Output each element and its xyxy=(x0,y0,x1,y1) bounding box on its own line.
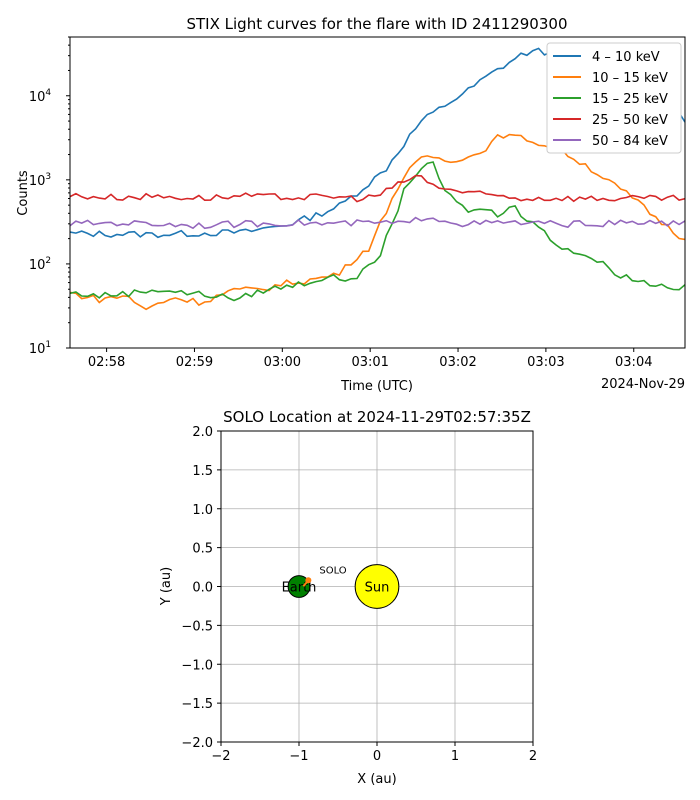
legend-label: 15 – 25 keV xyxy=(592,92,668,107)
y-tick-base: 10 xyxy=(29,174,46,189)
lightcurve-ylabel: Counts xyxy=(16,170,31,216)
y-tick-label: 101 xyxy=(29,340,51,357)
y-tick-label: 104 xyxy=(29,88,52,105)
location-panel: SOLO Location at 2024-11-29T02:57:35Z Su… xyxy=(159,408,537,787)
legend-label: 4 – 10 keV xyxy=(592,50,660,65)
y-tick-label: 2.0 xyxy=(192,425,213,440)
sun-disk xyxy=(354,564,400,609)
x-tick-label: 03:04 xyxy=(615,355,652,370)
legend-box xyxy=(546,42,682,154)
y-tick-label: −2.0 xyxy=(181,736,213,751)
x-tick-label: 03:03 xyxy=(527,355,564,370)
y-tick-exponent: 4 xyxy=(45,88,51,98)
series-line-5 xyxy=(70,216,685,230)
lightcurve-date-label: 2024-Nov-29 xyxy=(601,377,685,392)
legend-label: 50 – 84 keV xyxy=(592,134,668,149)
series-line-3 xyxy=(70,161,685,302)
x-tick-label: 03:00 xyxy=(264,355,301,370)
location-y-ticks: 2.0 1.5 1.0 0.5 0.0 −0.5 −1.0 −1.5 −2.0 xyxy=(181,425,221,751)
location-title: SOLO Location at 2024-11-29T02:57:35Z xyxy=(223,408,531,426)
y-tick-label: −0.5 xyxy=(181,619,213,634)
x-tick-label: −2 xyxy=(211,749,230,764)
x-tick-label: 02:59 xyxy=(176,355,213,370)
lightcurve-xlabel: Time (UTC) xyxy=(340,379,413,394)
legend-label: 10 – 15 keV xyxy=(592,71,668,86)
legend-label: 25 – 50 keV xyxy=(592,113,668,128)
location-x-ticks: −2 −1 0 1 2 xyxy=(211,742,537,764)
y-tick-label: 0.5 xyxy=(192,542,213,557)
lightcurve-title: STIX Light curves for the flare with ID … xyxy=(187,15,568,33)
y-tick-base: 10 xyxy=(29,90,46,105)
x-tick-label: 0 xyxy=(373,749,381,764)
x-tick-label: 2 xyxy=(529,749,537,764)
y-tick-label: 1.5 xyxy=(192,464,213,479)
y-tick-label: −1.5 xyxy=(181,697,213,712)
lightcurve-panel: STIX Light curves for the flare with ID … xyxy=(16,15,686,394)
y-tick-exponent: 2 xyxy=(45,256,51,266)
x-tick-label: 02:58 xyxy=(88,355,125,370)
y-tick-base: 10 xyxy=(29,258,46,273)
y-tick-exponent: 1 xyxy=(45,340,51,350)
location-xlabel: X (au) xyxy=(357,772,396,787)
earth-disk xyxy=(287,575,311,598)
y-tick-label: 1.0 xyxy=(192,503,213,518)
y-tick-label: 0.0 xyxy=(192,581,213,596)
x-tick-label: 03:01 xyxy=(351,355,388,370)
y-tick-label: 102 xyxy=(29,256,51,273)
lightcurve-x-ticks: 02:58 02:59 03:00 03:01 03:02 03:03 03:04 xyxy=(88,348,652,370)
series-line-2 xyxy=(70,133,685,311)
y-tick-base: 10 xyxy=(29,342,46,357)
solo-direction xyxy=(302,579,310,587)
x-tick-label: 03:02 xyxy=(439,355,476,370)
location-ylabel: Y (au) xyxy=(159,567,174,606)
lightcurve-legend: 4 – 10 keV 10 – 15 keV 15 – 25 keV 25 – 50 … xyxy=(546,42,682,154)
x-tick-label: 1 xyxy=(451,749,459,764)
earth-label: Earth xyxy=(282,581,317,596)
series-line-4 xyxy=(70,174,685,203)
sun-label: Sun xyxy=(365,581,390,596)
y-tick-label: −1.0 xyxy=(181,658,213,673)
x-tick-label: −1 xyxy=(289,749,308,764)
y-tick-exponent: 3 xyxy=(45,172,51,182)
solo-label: SOLO xyxy=(319,565,346,576)
y-tick-label: 103 xyxy=(29,172,51,189)
